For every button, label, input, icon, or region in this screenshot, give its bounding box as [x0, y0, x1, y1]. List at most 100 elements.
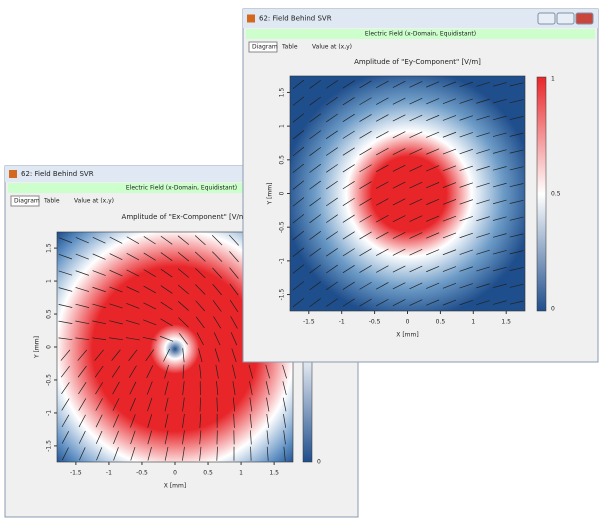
field-arrow — [292, 247, 305, 257]
field-arrow — [392, 131, 406, 139]
field-arrow — [442, 215, 457, 222]
field-arrow — [216, 381, 219, 396]
field-arrow — [292, 146, 305, 157]
field-arrow — [147, 430, 152, 445]
tab-label[interactable]: Table — [43, 198, 60, 205]
field-arrow — [426, 98, 440, 105]
field-arrow — [177, 251, 190, 262]
field-arrow — [325, 96, 338, 106]
tab[interactable] — [10, 195, 40, 207]
field-arrow — [376, 97, 389, 105]
y-tick-label: -1 — [46, 410, 53, 416]
field-arrow — [282, 364, 287, 379]
field-arrow — [409, 248, 423, 256]
field-arrow — [92, 270, 106, 276]
tab[interactable] — [71, 196, 119, 206]
field-arrow — [95, 398, 103, 411]
field-arrow — [442, 282, 457, 289]
app-icon — [247, 14, 255, 23]
tab-label[interactable]: Table — [281, 44, 298, 51]
field-arrow — [61, 431, 70, 444]
field-arrow — [199, 364, 202, 379]
field-arrow — [266, 430, 269, 445]
tab-label[interactable]: Diagram — [252, 44, 278, 51]
window-max-button[interactable] — [556, 12, 575, 25]
field-arrow — [292, 96, 305, 106]
field-arrow — [292, 197, 305, 207]
field-arrow — [309, 214, 322, 224]
x-tick-label: 1.5 — [501, 319, 511, 326]
field-arrow — [143, 319, 157, 326]
field-arrow — [325, 164, 338, 173]
y-axis-label: Y [mm] — [34, 336, 41, 359]
field-arrow — [476, 199, 490, 205]
x-tick-label: 1.5 — [269, 470, 279, 477]
field-arrow — [376, 198, 389, 206]
field-arrow — [78, 398, 87, 411]
field-arrow — [292, 297, 305, 308]
field-arrow — [492, 216, 507, 221]
field-arrow — [509, 99, 524, 104]
field-arrow — [196, 332, 204, 346]
field-arrow — [509, 166, 524, 171]
field-arrow — [492, 250, 507, 255]
field-arrow — [376, 265, 389, 273]
field-arrow — [145, 349, 155, 362]
field-arrow — [426, 249, 440, 256]
field-arrow — [309, 113, 322, 123]
field-arrow — [359, 298, 372, 307]
field-arrow — [492, 233, 507, 238]
field-arrow — [325, 147, 338, 156]
field-arrow — [342, 130, 355, 139]
field-arrow — [309, 298, 322, 308]
field-arrow — [509, 300, 524, 305]
field-arrow — [426, 232, 440, 239]
tab[interactable] — [248, 41, 278, 53]
field-arrow — [216, 446, 218, 461]
field-arrow — [459, 216, 473, 222]
x-tick-label: -1 — [339, 319, 345, 326]
field-arrow — [409, 232, 423, 239]
field-arrow — [509, 250, 524, 255]
tab[interactable] — [41, 196, 69, 206]
field-arrow — [177, 284, 190, 295]
window-close-button[interactable] — [575, 12, 594, 25]
field-arrow — [159, 335, 174, 342]
field-arrow — [476, 132, 490, 138]
field-arrow — [92, 286, 106, 293]
x-axis-label: X [mm] — [164, 483, 186, 490]
field-arrow — [309, 231, 322, 240]
field-arrow — [409, 165, 423, 172]
field-arrow — [282, 397, 287, 412]
tab-label[interactable]: Diagram — [14, 198, 40, 205]
y-tick-label: 0.5 — [46, 309, 53, 319]
window-min-button[interactable] — [537, 12, 556, 25]
field-arrow — [126, 269, 140, 277]
field-arrow — [426, 282, 440, 289]
tab-label[interactable]: Value at (x,y) — [312, 44, 352, 51]
field-arrow — [249, 381, 253, 396]
field-arrow — [442, 115, 457, 121]
field-arrow — [325, 197, 338, 207]
tab[interactable] — [309, 42, 357, 52]
field-arrow — [409, 81, 423, 88]
field-arrow — [178, 332, 188, 345]
field-arrow — [182, 397, 185, 412]
field-arrow — [229, 267, 239, 279]
field-arrow — [392, 97, 406, 105]
tab-label[interactable]: Value at (x,y) — [74, 198, 114, 205]
field-arrow — [376, 231, 389, 240]
field-arrow — [392, 164, 406, 172]
field-arrow — [160, 268, 173, 278]
y-tick-label: 1 — [279, 124, 286, 128]
field-arrow — [182, 430, 185, 445]
field-arrow — [182, 364, 185, 379]
y-tick-label: 1.5 — [46, 243, 53, 253]
field-arrow — [194, 251, 206, 262]
field-arrow — [325, 214, 338, 223]
field-arrow — [359, 281, 372, 290]
field-arrow — [492, 132, 507, 137]
field-arrow — [459, 266, 473, 272]
tab[interactable] — [279, 42, 307, 52]
